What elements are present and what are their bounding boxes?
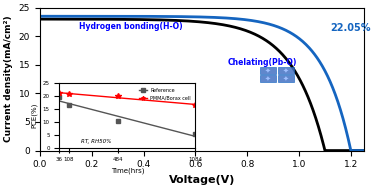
Text: ✦: ✦ — [283, 76, 289, 81]
Text: Chelating(Pb-O): Chelating(Pb-O) — [228, 58, 297, 67]
Text: ✦: ✦ — [265, 76, 271, 81]
Text: 22.05%: 22.05% — [330, 23, 370, 33]
X-axis label: Voltage(V): Voltage(V) — [169, 175, 235, 185]
FancyBboxPatch shape — [260, 75, 276, 82]
Text: ✦: ✦ — [283, 68, 289, 74]
FancyBboxPatch shape — [278, 67, 294, 74]
Y-axis label: Current density(mA/cm²): Current density(mA/cm²) — [4, 16, 13, 143]
FancyBboxPatch shape — [260, 67, 276, 74]
Text: Hydrogen bonding(H-O): Hydrogen bonding(H-O) — [79, 22, 183, 31]
FancyBboxPatch shape — [278, 75, 294, 82]
Text: ✦: ✦ — [265, 68, 271, 74]
